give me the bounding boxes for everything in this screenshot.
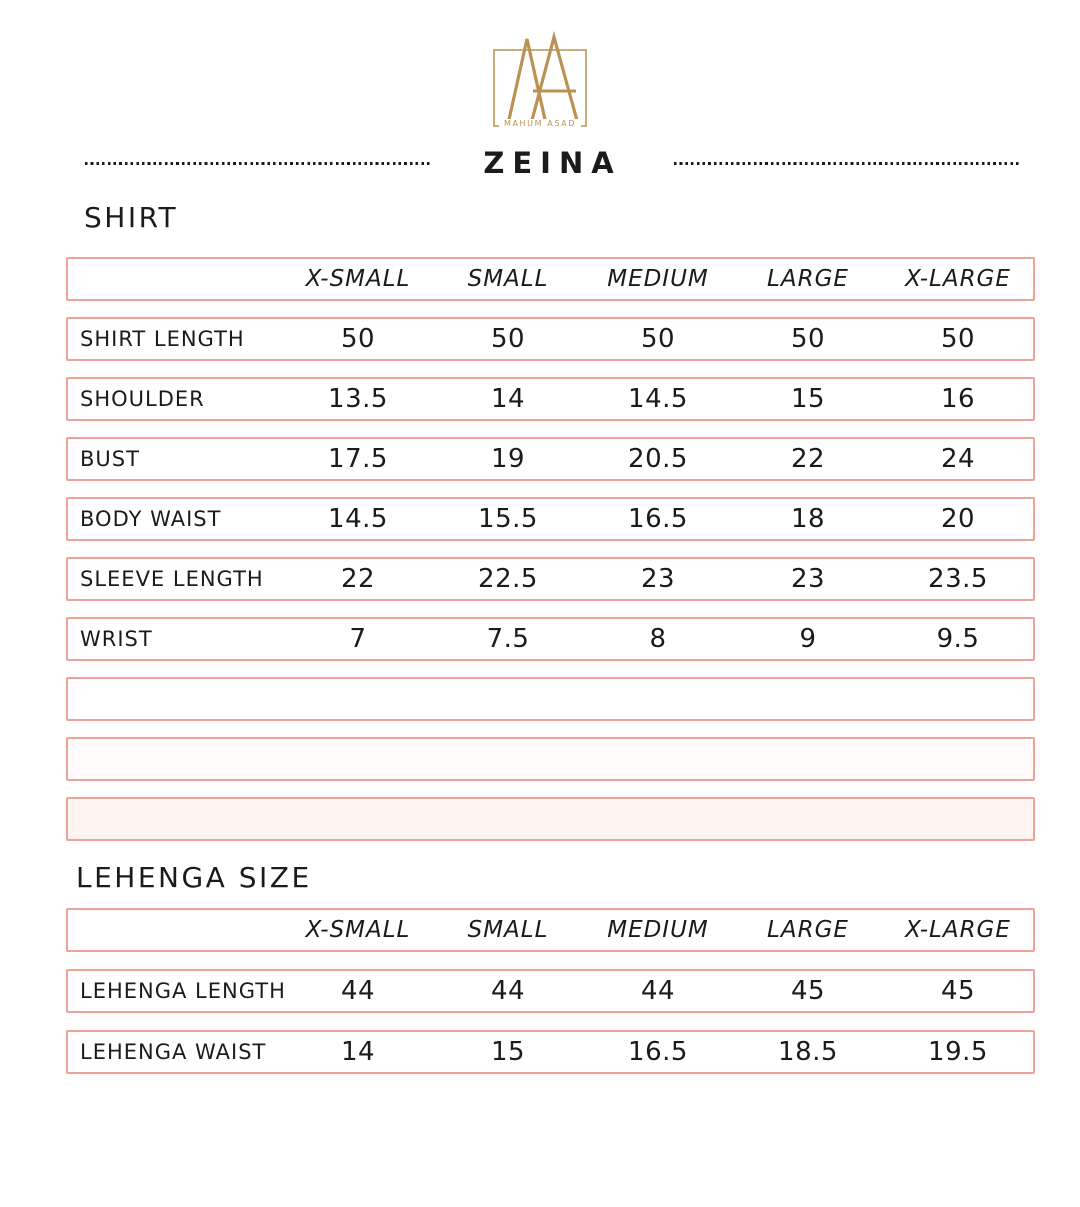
- table-row: LEHENGA WAIST 14 15 16.5 18.5 19.5: [66, 1030, 1035, 1074]
- empty-row: [66, 797, 1035, 841]
- empty-row: [66, 737, 1035, 781]
- size-header-cell: X-SMALL: [305, 917, 411, 943]
- row-value: 50: [940, 324, 976, 354]
- row-label: SHOULDER: [80, 387, 205, 411]
- row-value: 14: [340, 1037, 376, 1067]
- row-value: 50: [640, 324, 676, 354]
- row-value: 17.5: [328, 444, 388, 474]
- title-band: ZEINA: [85, 144, 1020, 182]
- table-row: WRIST 7 7.5 8 9 9.5: [66, 617, 1035, 661]
- size-header-row: X-SMALL SMALL MEDIUM LARGE X-LARGE: [66, 908, 1035, 952]
- row-value: 20.5: [628, 444, 688, 474]
- size-header-cell: LARGE: [767, 266, 849, 292]
- size-header-cell: LARGE: [767, 917, 849, 943]
- row-value: 14: [490, 384, 526, 414]
- page-title: ZEINA: [483, 146, 622, 180]
- size-header-cell: X-LARGE: [905, 917, 1011, 943]
- lehenga-size-table: X-SMALL SMALL MEDIUM LARGE X-LARGE LEHEN…: [66, 908, 1035, 1091]
- table-row: LEHENGA LENGTH 44 44 44 45 45: [66, 969, 1035, 1013]
- table-row: SHOULDER 13.5 14 14.5 15 16: [66, 377, 1035, 421]
- row-value: 18.5: [778, 1037, 838, 1067]
- table-row: BUST 17.5 19 20.5 22 24: [66, 437, 1035, 481]
- shirt-heading: SHIRT: [84, 201, 179, 234]
- row-label: BODY WAIST: [80, 507, 222, 531]
- row-value: 13.5: [328, 384, 388, 414]
- empty-row: [66, 677, 1035, 721]
- row-value: 9: [799, 624, 817, 654]
- row-value: 44: [640, 976, 676, 1006]
- row-label: WRIST: [80, 627, 153, 651]
- row-label: LEHENGA WAIST: [80, 1040, 267, 1064]
- title-divider-left: [85, 161, 432, 165]
- row-label: SLEEVE LENGTH: [80, 567, 264, 591]
- size-header-row: X-SMALL SMALL MEDIUM LARGE X-LARGE: [66, 257, 1035, 301]
- row-value: 15: [490, 1037, 526, 1067]
- row-value: 19.5: [928, 1037, 988, 1067]
- row-label: BUST: [80, 447, 140, 471]
- row-value: 23.5: [928, 564, 988, 594]
- row-value: 7: [349, 624, 367, 654]
- row-value: 15: [790, 384, 826, 414]
- size-header-cell: SMALL: [467, 266, 549, 292]
- table-row: SHIRT LENGTH 50 50 50 50 50: [66, 317, 1035, 361]
- row-value: 22.5: [478, 564, 538, 594]
- row-value: 7.5: [486, 624, 530, 654]
- row-value: 23: [640, 564, 676, 594]
- brand-logo: MAHUM ASAD: [479, 28, 601, 134]
- size-header-cell: MEDIUM: [607, 917, 709, 943]
- brand-name: MAHUM ASAD: [498, 119, 582, 128]
- row-value: 15.5: [478, 504, 538, 534]
- row-value: 24: [940, 444, 976, 474]
- size-header-cell: MEDIUM: [607, 266, 709, 292]
- row-label: LEHENGA LENGTH: [80, 979, 286, 1003]
- row-value: 50: [790, 324, 826, 354]
- row-value: 23: [790, 564, 826, 594]
- row-value: 14.5: [628, 384, 688, 414]
- row-value: 45: [940, 976, 976, 1006]
- row-value: 18: [790, 504, 826, 534]
- row-value: 22: [340, 564, 376, 594]
- size-header-cell: SMALL: [467, 917, 549, 943]
- title-divider-right: [673, 161, 1020, 165]
- row-value: 8: [649, 624, 667, 654]
- row-value: 45: [790, 976, 826, 1006]
- size-header-cell: X-LARGE: [905, 266, 1011, 292]
- row-value: 9.5: [936, 624, 980, 654]
- table-row: BODY WAIST 14.5 15.5 16.5 18 20: [66, 497, 1035, 541]
- size-header-cell: X-SMALL: [305, 266, 411, 292]
- row-value: 16.5: [628, 504, 688, 534]
- row-value: 50: [340, 324, 376, 354]
- table-row: SLEEVE LENGTH 22 22.5 23 23 23.5: [66, 557, 1035, 601]
- row-value: 20: [940, 504, 976, 534]
- row-value: 16: [940, 384, 976, 414]
- row-value: 14.5: [328, 504, 388, 534]
- shirt-size-table: X-SMALL SMALL MEDIUM LARGE X-LARGE SHIRT…: [66, 257, 1035, 857]
- row-value: 44: [340, 976, 376, 1006]
- row-label: SHIRT LENGTH: [80, 327, 245, 351]
- row-value: 44: [490, 976, 526, 1006]
- row-value: 50: [490, 324, 526, 354]
- row-value: 22: [790, 444, 826, 474]
- row-value: 16.5: [628, 1037, 688, 1067]
- row-value: 19: [490, 444, 526, 474]
- lehenga-heading: LEHENGA SIZE: [76, 861, 312, 894]
